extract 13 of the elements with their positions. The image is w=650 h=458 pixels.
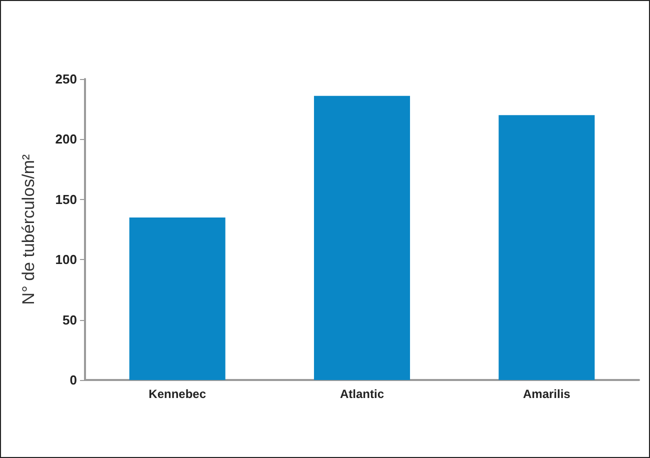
y-tick-label: 100 (55, 252, 77, 268)
x-tick-label: Amarilis (522, 387, 571, 401)
x-tick-label: Atlantic (340, 387, 384, 401)
y-axis-title: N° de tubérculos/m² (19, 154, 38, 305)
y-tick-label: 0 (70, 372, 77, 388)
x-tick-label: Kennebec (148, 387, 206, 401)
y-tick-label: 200 (55, 132, 77, 147)
y-tick-label: 150 (55, 192, 77, 207)
y-tick-label: 50 (62, 312, 77, 328)
bar (498, 115, 595, 380)
bar (129, 217, 226, 380)
y-tick-label: 250 (55, 72, 77, 86)
bar (314, 96, 410, 380)
